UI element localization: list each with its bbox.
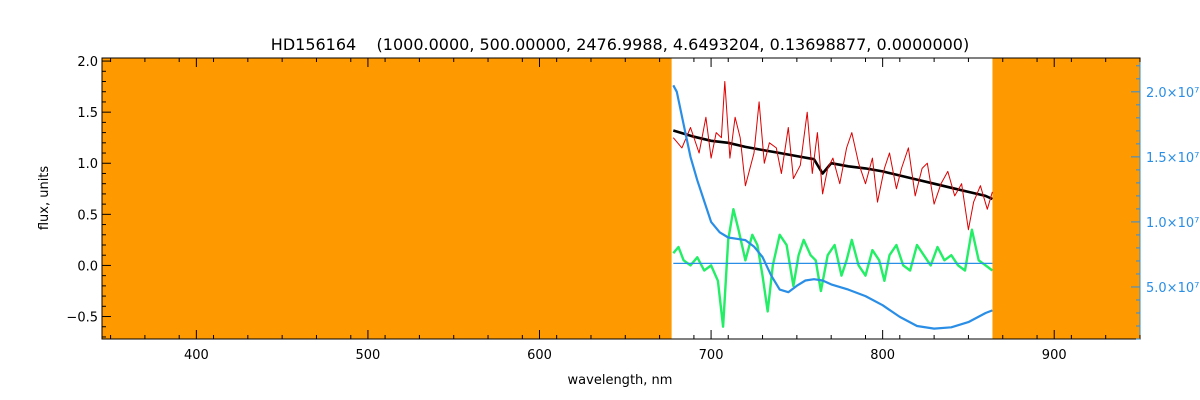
right-tick-label-3: 2.0×10⁷	[1146, 86, 1199, 101]
x-tick-label-900: 900	[1042, 348, 1067, 363]
x-axis-title: wavelength, nm	[568, 373, 673, 388]
y-axis-title: flux, units	[37, 166, 52, 231]
right-tick-label-0: 5.0×10⁷	[1146, 281, 1199, 296]
y-tick-label-1: 0.0	[77, 259, 98, 274]
series-line-1	[672, 129, 993, 201]
series-line-3	[672, 207, 994, 328]
right-tick-label-1: 1.0×10⁷	[1146, 216, 1199, 231]
masked-region-2	[992, 58, 1140, 339]
y-tick-label-2: 0.5	[77, 208, 98, 223]
x-tick-label-400: 400	[184, 348, 209, 363]
masked-regions	[102, 58, 1140, 339]
axes: 400 500 600 700 800 900 −0.5 0.0 0.5 1.0 1.5 2.0 5.0…	[66, 55, 1199, 363]
chart-title: HD156164 (1000.0000, 500.00000, 2476.998…	[271, 35, 969, 54]
x-tick-label-500: 500	[356, 348, 381, 363]
x-tick-label-800: 800	[870, 348, 895, 363]
masked-region-1	[102, 58, 672, 339]
y-tick-label-5: 2.0	[77, 55, 98, 70]
series-line-2	[672, 81, 993, 231]
y-tick-label-0: −0.5	[66, 311, 98, 326]
x-tick-label-700: 700	[699, 348, 724, 363]
y-tick-label-4: 1.5	[77, 106, 98, 121]
right-tick-label-2: 1.5×10⁷	[1146, 151, 1199, 166]
series-line-4	[672, 84, 993, 330]
y-tick-label-3: 1.0	[77, 157, 98, 172]
series-layer	[672, 81, 994, 330]
x-tick-label-600: 600	[527, 348, 552, 363]
